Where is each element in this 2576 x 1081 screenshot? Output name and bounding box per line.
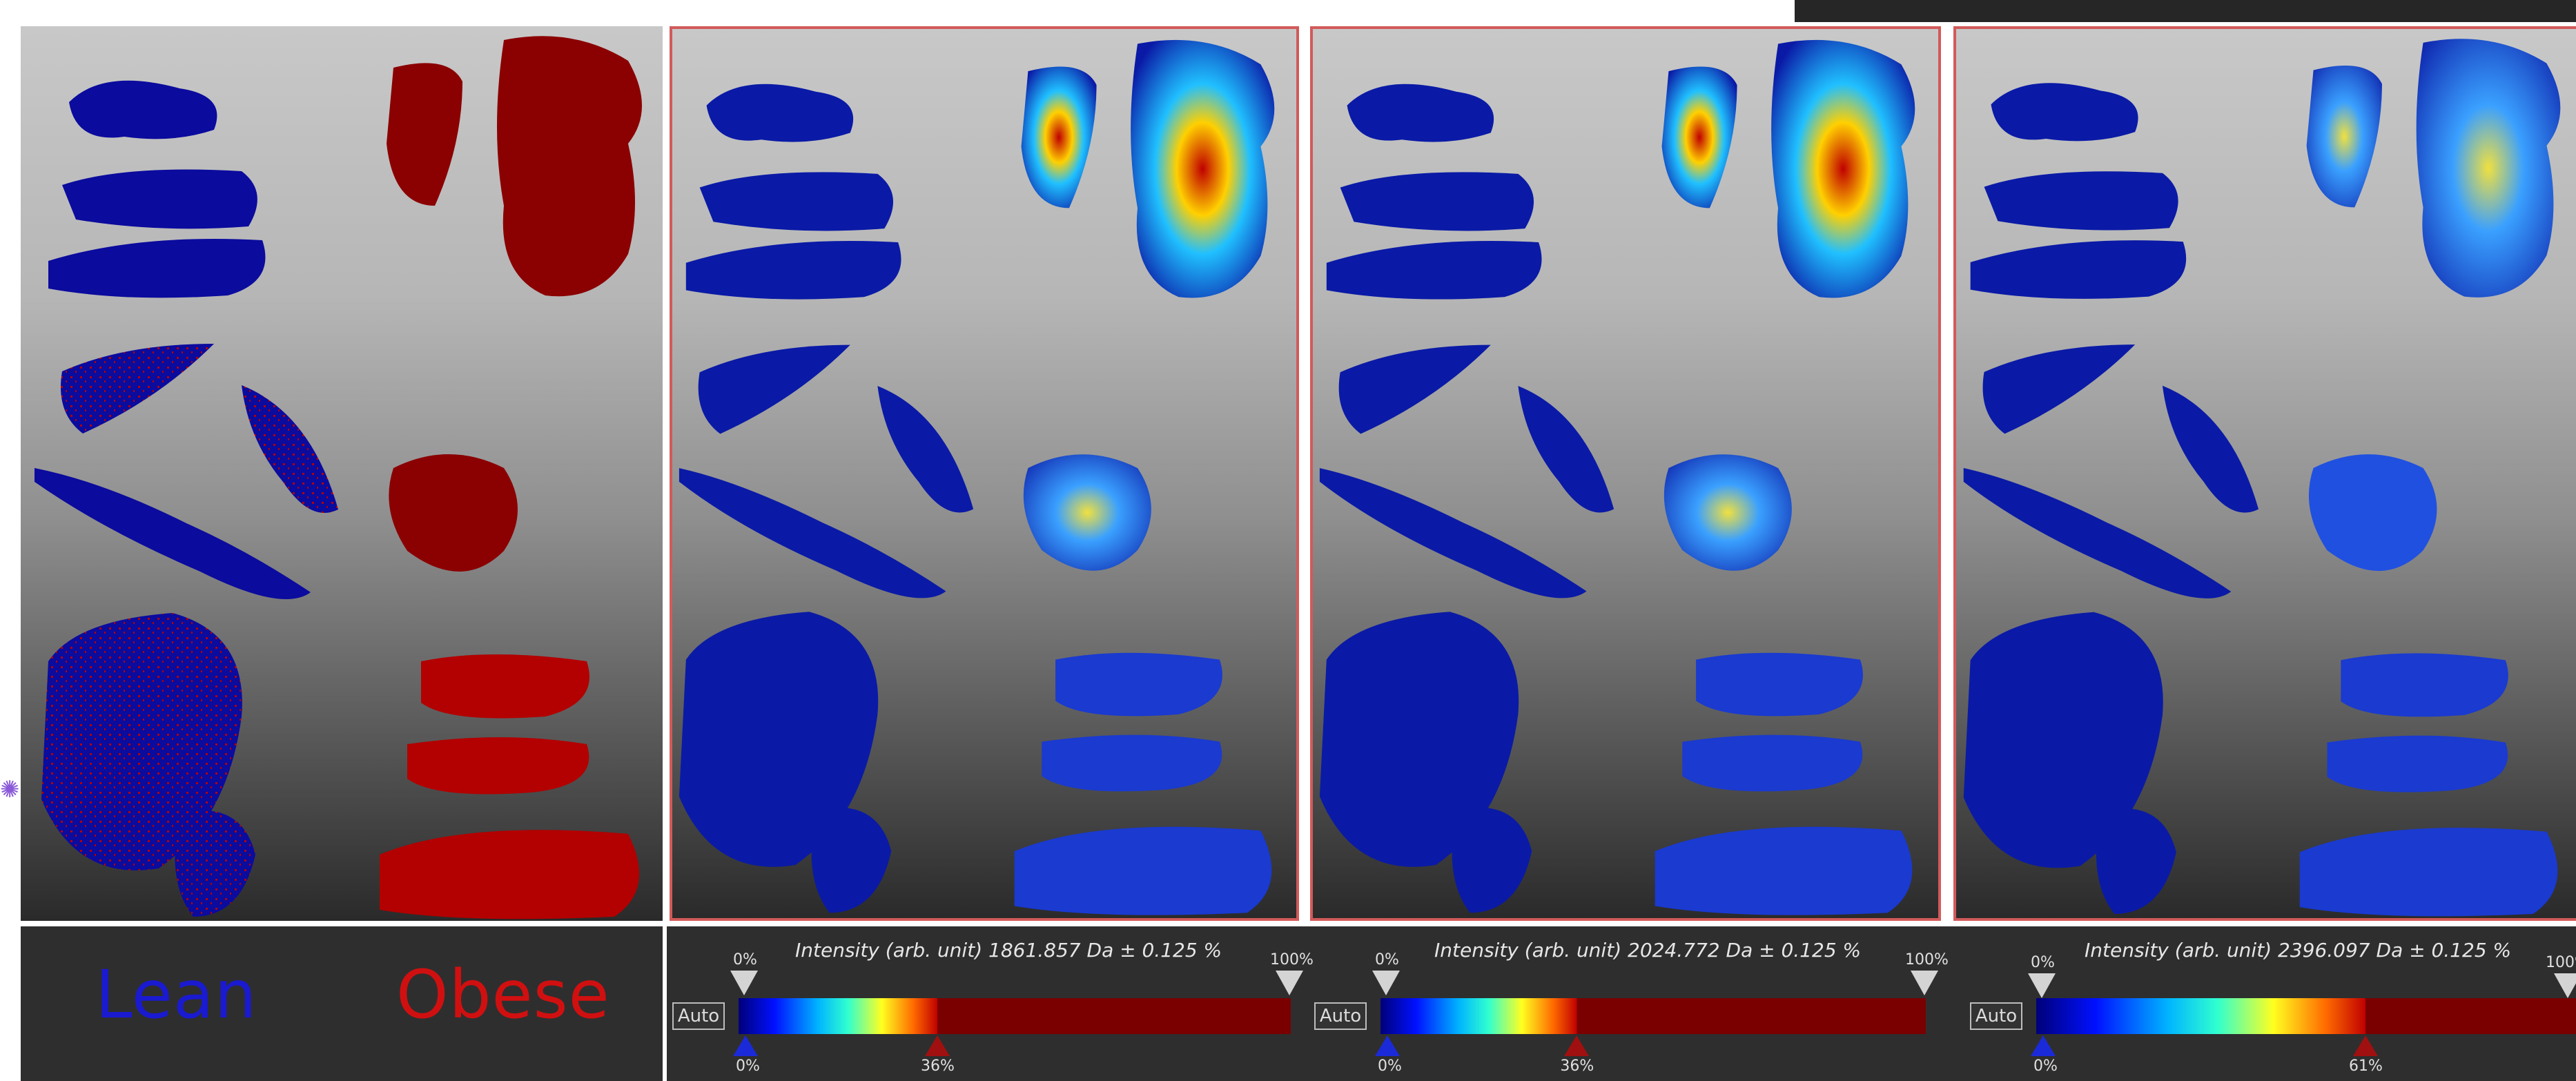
obese-label: Obese — [396, 956, 610, 1033]
ion-image-panel-2 — [1310, 26, 1941, 921]
colorbar-gradient — [739, 998, 1291, 1034]
auto-button[interactable]: Auto — [672, 1002, 725, 1030]
colorbar-2: 0% Intensity (arb. unit) 2024.772 Da ± 0… — [1313, 932, 1949, 1081]
colorbar-min-top: 0% — [1375, 951, 1399, 968]
colorbar-max-top: 100% — [1905, 951, 1949, 968]
colorbar-marker-bottom: 61% — [2349, 1058, 2383, 1075]
lean-section-1 — [69, 80, 217, 139]
colorbar-title: Intensity (arb. unit) 2396.097 Da ± 0.12… — [2085, 939, 2512, 962]
low-marker-icon[interactable] — [2031, 1035, 2056, 1056]
lean-section-6 — [35, 468, 311, 599]
threshold-marker-icon[interactable] — [1564, 1035, 1590, 1056]
max-handle-icon[interactable] — [1911, 971, 1938, 995]
min-handle-icon[interactable] — [1372, 971, 1400, 995]
colorbar-max-top: 100% — [2546, 954, 2576, 971]
low-marker-icon[interactable] — [733, 1035, 758, 1056]
colorbar-min-top: 0% — [733, 951, 757, 968]
max-handle-icon[interactable] — [2554, 973, 2576, 998]
lean-section-8 — [175, 810, 255, 917]
obese-section-4 — [421, 654, 589, 719]
min-handle-icon[interactable] — [2028, 973, 2056, 998]
lean-section-7 — [41, 613, 242, 870]
ion-image-2 — [1319, 39, 1915, 915]
ion-image-panel-1 — [670, 26, 1299, 921]
colorbar-max-top: 100% — [1270, 951, 1314, 968]
lean-section-5 — [242, 385, 338, 513]
colorbar-min-bottom: 0% — [2033, 1058, 2058, 1075]
colorbar-min-bottom: 0% — [736, 1058, 760, 1075]
threshold-marker-icon[interactable] — [925, 1035, 950, 1056]
low-marker-icon[interactable] — [1375, 1035, 1400, 1056]
ion-image-panel-3 — [1953, 26, 2576, 921]
segmentation-tissue-map — [35, 36, 642, 919]
max-handle-icon[interactable] — [1276, 971, 1303, 995]
colorbar-1: 0% Intensity (arb. unit) 1861.857 Da ± 0… — [671, 932, 1314, 1081]
obese-section-1 — [387, 63, 462, 206]
top-dark-bar — [1795, 0, 2576, 22]
auto-button[interactable]: Auto — [1314, 1002, 1367, 1030]
colorbar-marker-bottom: 36% — [1560, 1058, 1594, 1075]
colorbar-3: 0% Intensity (arb. unit) 2396.097 Da ± 0… — [1969, 932, 2576, 1081]
lean-section-2 — [62, 169, 257, 229]
ion-image-3 — [1963, 39, 2561, 917]
colorbar-min-bottom: 0% — [1378, 1058, 1402, 1075]
group-legend — [21, 926, 663, 1081]
lean-section-4 — [61, 344, 214, 434]
obese-section-3 — [389, 454, 518, 572]
ion-image-1 — [679, 39, 1275, 915]
colorbar-title: Intensity (arb. unit) 2024.772 Da ± 0.12… — [1434, 939, 1862, 962]
threshold-marker-icon[interactable] — [2353, 1035, 2379, 1056]
min-handle-icon[interactable] — [730, 971, 758, 995]
obese-section-5 — [407, 737, 589, 795]
colorbar-min-top: 0% — [2031, 954, 2055, 971]
colorbar-marker-bottom: 36% — [921, 1058, 955, 1075]
colorbar-gradient — [2036, 998, 2576, 1034]
segmentation-panel — [21, 26, 663, 921]
side-marker-icon: ✺ — [0, 776, 20, 804]
lean-section-3 — [48, 239, 266, 298]
colorbar-gradient — [1380, 998, 1926, 1034]
obese-section-6 — [380, 830, 639, 919]
auto-button[interactable]: Auto — [1970, 1002, 2022, 1030]
lean-label: Lean — [95, 956, 257, 1033]
obese-section-2 — [497, 36, 642, 297]
colorbar-title: Intensity (arb. unit) 1861.857 Da ± 0.12… — [795, 939, 1222, 962]
